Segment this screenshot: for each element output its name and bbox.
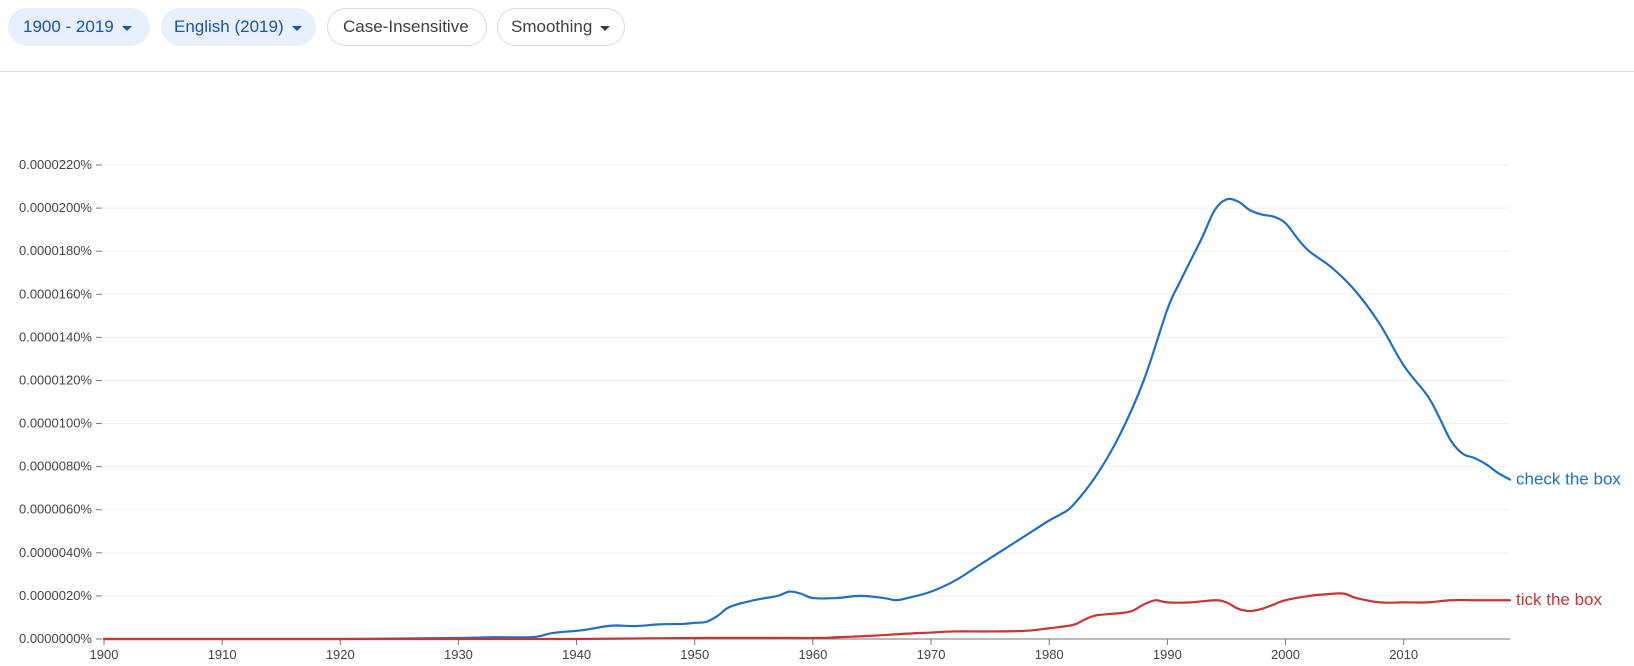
- year-range-label: 1900 - 2019: [23, 17, 114, 36]
- y-tick-label: 0.0000100%: [19, 416, 92, 431]
- smoothing-label: Smoothing: [511, 17, 593, 36]
- x-tick-label: 2000: [1271, 647, 1300, 662]
- x-tick-label: 1920: [326, 647, 355, 662]
- smoothing-dropdown[interactable]: Smoothing: [497, 8, 625, 46]
- y-tick-label: 0.0000120%: [19, 372, 92, 387]
- year-range-dropdown[interactable]: 1900 - 2019: [8, 8, 150, 46]
- corpus-label: English (2019): [174, 17, 284, 36]
- y-tick-label: 0.0000040%: [19, 545, 92, 560]
- grid-lines: [104, 164, 1510, 597]
- axes: 0.0000000% 0.0000020% 0.0000040% 0.0000060%…: [19, 157, 1510, 662]
- series-labels: check the box tick the box: [1516, 470, 1621, 610]
- series-label[interactable]: check the box: [1516, 470, 1621, 489]
- x-tick-label: 1910: [208, 647, 237, 662]
- series-line-tick-the-box[interactable]: [102, 592, 1512, 641]
- series-lines: [102, 197, 1512, 641]
- caret-down-icon: [121, 25, 132, 31]
- case-insensitive-label: Case-Insensitive: [343, 17, 469, 36]
- y-tick-label: 0.0000060%: [19, 502, 92, 517]
- x-tick-label: 1940: [562, 647, 591, 662]
- series-line-check-the-box[interactable]: [102, 197, 1512, 641]
- x-tick-label: 2010: [1389, 647, 1418, 662]
- y-tick-label: 0.0000200%: [19, 200, 92, 215]
- y-tick-label: 0.0000160%: [19, 286, 92, 301]
- y-tick-label: 0.0000020%: [19, 588, 92, 603]
- y-tick-label: 0.0000140%: [19, 329, 92, 344]
- x-tick-label: 1960: [798, 647, 827, 662]
- case-insensitive-toggle[interactable]: Case-Insensitive: [327, 8, 487, 46]
- x-tick-label: 1930: [444, 647, 473, 662]
- corpus-dropdown[interactable]: English (2019): [161, 8, 316, 46]
- series-label[interactable]: tick the box: [1516, 590, 1602, 609]
- x-tick-label: 1950: [680, 647, 709, 662]
- caret-down-icon: [600, 25, 611, 31]
- y-tick-label: 0.0000180%: [19, 243, 92, 258]
- x-tick-label: 1990: [1153, 647, 1182, 662]
- x-tick-label: 1900: [90, 647, 119, 662]
- y-tick-label: 0.0000220%: [19, 157, 92, 172]
- caret-down-icon: [291, 25, 302, 31]
- toolbar: 1900 - 2019 English (2019) Case-Insensit…: [0, 0, 1634, 72]
- x-tick-label: 1970: [917, 647, 946, 662]
- y-tick-label: 0.0000080%: [19, 459, 92, 474]
- x-tick-label: 1980: [1035, 647, 1064, 662]
- y-tick-label: 0.0000000%: [19, 631, 92, 646]
